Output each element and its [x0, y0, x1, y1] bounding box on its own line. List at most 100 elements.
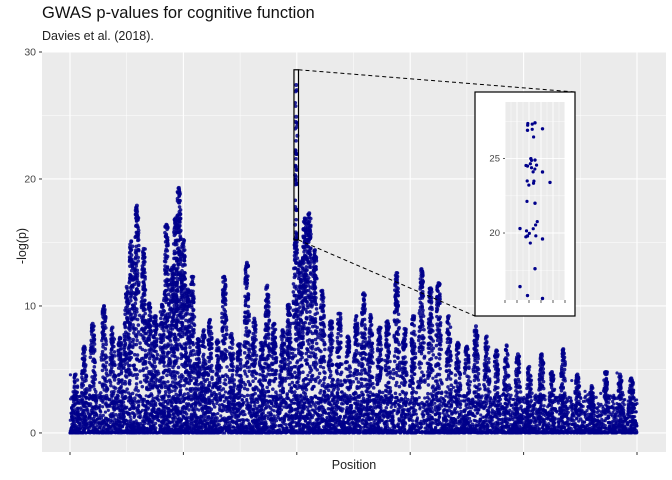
background-point — [253, 376, 258, 381]
background-point — [542, 404, 546, 408]
background-point — [596, 402, 600, 406]
background-point — [583, 389, 587, 393]
background-point — [476, 411, 480, 415]
background-point — [333, 431, 337, 435]
background-point — [451, 424, 455, 428]
background-point — [216, 422, 220, 426]
data-points — [68, 83, 639, 435]
background-point — [366, 431, 370, 435]
background-point — [363, 408, 367, 412]
background-point — [234, 413, 238, 418]
background-point — [266, 425, 270, 429]
background-point — [346, 421, 350, 425]
background-point — [118, 426, 122, 430]
background-point — [314, 407, 318, 411]
background-point — [595, 414, 600, 418]
background-point — [115, 430, 119, 434]
background-point — [519, 431, 523, 435]
background-point — [408, 424, 412, 428]
background-point — [226, 430, 231, 434]
background-point — [267, 394, 271, 398]
background-point — [208, 410, 213, 415]
background-point — [356, 430, 360, 434]
background-point — [424, 431, 429, 435]
background-point — [447, 414, 451, 418]
background-point — [598, 414, 603, 418]
background-point — [365, 405, 369, 409]
background-point — [336, 423, 341, 427]
background-point — [537, 420, 542, 424]
background-point — [166, 380, 170, 384]
background-point — [497, 399, 501, 403]
background-point — [171, 411, 175, 416]
background-point — [138, 415, 142, 419]
background-point — [604, 416, 608, 421]
background-point — [603, 423, 607, 428]
background-point — [611, 410, 615, 415]
background-point — [635, 401, 639, 406]
background-point — [550, 427, 554, 432]
background-point — [459, 425, 464, 429]
background-point — [397, 430, 402, 434]
background-point — [568, 418, 572, 422]
background-point — [331, 399, 335, 403]
background-point — [599, 391, 603, 395]
background-point — [185, 387, 189, 391]
background-point — [472, 418, 476, 422]
background-point — [341, 425, 345, 429]
background-point — [321, 407, 326, 411]
background-point — [398, 392, 402, 397]
background-point — [291, 397, 295, 402]
background-point — [434, 426, 438, 430]
background-point — [108, 420, 112, 425]
background-point — [162, 431, 166, 435]
background-point — [98, 380, 102, 385]
background-point — [568, 405, 572, 409]
background-point — [555, 410, 559, 414]
background-point — [88, 430, 92, 434]
background-point — [477, 398, 481, 403]
background-point — [247, 409, 252, 413]
background-point — [304, 431, 308, 435]
background-point — [110, 428, 114, 433]
background-point — [501, 417, 505, 421]
background-point — [402, 429, 406, 434]
background-point — [124, 426, 129, 430]
background-point — [623, 425, 627, 429]
background-point — [140, 408, 145, 412]
background-point — [514, 430, 518, 435]
background-point — [569, 399, 573, 403]
background-point — [223, 431, 227, 435]
background-point — [84, 426, 88, 430]
background-point — [448, 431, 452, 435]
background-point — [635, 424, 639, 428]
background-point — [146, 395, 151, 399]
background-point — [323, 429, 327, 433]
background-point — [453, 411, 458, 415]
background-point — [530, 412, 534, 417]
background-point — [223, 390, 228, 394]
background-point — [533, 395, 537, 399]
background-point — [153, 396, 158, 400]
background-point — [295, 421, 299, 426]
background-point — [520, 408, 524, 412]
background-point — [309, 404, 313, 408]
background-point — [571, 413, 576, 417]
background-point — [443, 407, 447, 412]
background-point — [416, 428, 421, 432]
background-point — [474, 423, 478, 427]
background-point — [602, 419, 606, 423]
background-point — [541, 425, 545, 429]
chart-subtitle: Davies et al. (2018). — [42, 29, 154, 43]
background-point — [317, 431, 321, 435]
background-point — [68, 373, 73, 377]
background-point — [596, 420, 600, 424]
chart-title: GWAS p-values for cognitive function — [42, 4, 315, 22]
background-point — [151, 396, 155, 400]
background-point — [399, 427, 404, 431]
background-point — [473, 427, 477, 431]
background-point — [156, 394, 160, 398]
background-point — [171, 424, 175, 428]
background-point — [423, 396, 427, 400]
background-point — [415, 417, 419, 421]
